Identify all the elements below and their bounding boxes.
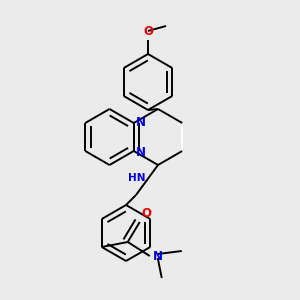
Text: O: O [143, 25, 153, 38]
Text: N: N [136, 116, 146, 128]
Text: O: O [142, 207, 152, 220]
Text: HN: HN [128, 173, 146, 183]
Text: N: N [136, 146, 146, 158]
Text: N: N [153, 250, 163, 262]
